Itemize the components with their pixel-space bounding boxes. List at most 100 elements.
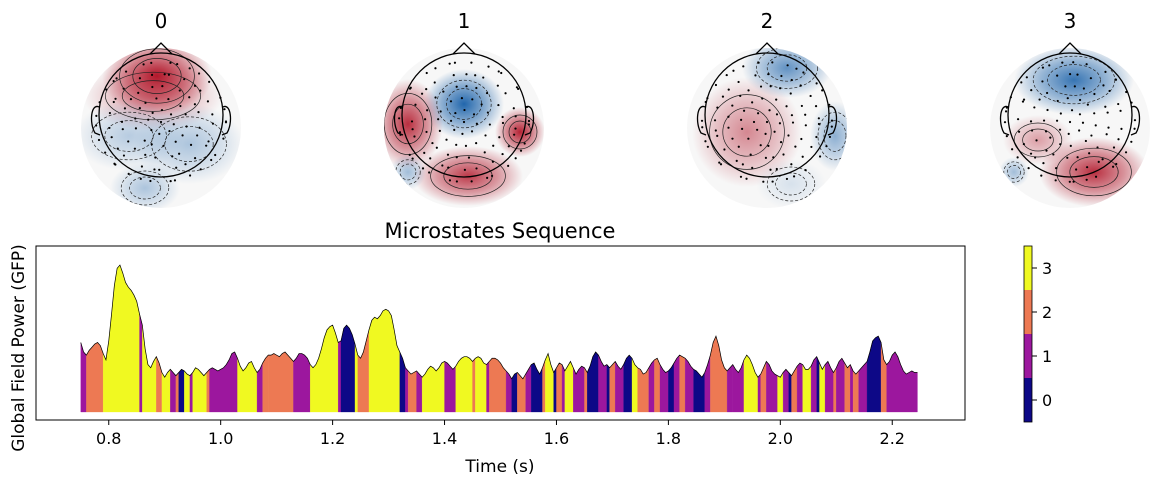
sensor-dot <box>1094 175 1098 178</box>
sensor-dot <box>761 97 764 100</box>
topomap-contour <box>1047 64 1101 96</box>
sensor-dot <box>1086 103 1089 106</box>
sensor-dot <box>1104 70 1107 73</box>
colorbar: 0 1 2 3 <box>1023 245 1052 423</box>
topomap-contour <box>1007 165 1021 179</box>
state-segment-39 <box>517 372 526 413</box>
state-segment-84 <box>833 367 837 413</box>
state-segment-75 <box>782 369 789 413</box>
topomap-lobe <box>756 159 826 208</box>
sensor-dot <box>425 88 428 91</box>
gfp-line <box>80 264 918 380</box>
sensor-dot <box>785 177 789 181</box>
sensor-dot <box>465 73 468 76</box>
sensor-dot <box>725 73 728 77</box>
sensor-dot <box>138 106 141 110</box>
sensor-dot <box>151 111 154 114</box>
state-segment-13 <box>206 368 210 413</box>
sensor-dot <box>1049 136 1052 139</box>
sensor-dot <box>181 134 184 137</box>
sensor-dot <box>224 120 228 123</box>
sensor-dot <box>497 70 500 73</box>
sensor-dot <box>512 107 515 110</box>
sensor-dot <box>507 145 510 148</box>
sensor-dot <box>1003 121 1007 124</box>
state-segment-63 <box>679 354 686 413</box>
sensor-dot <box>144 101 147 104</box>
sensor-dot <box>752 120 756 124</box>
sensor-dot <box>155 97 158 100</box>
state-segment-10 <box>184 370 191 413</box>
state-segment-85 <box>836 358 845 413</box>
sensor-dot <box>1044 130 1048 133</box>
state-segment-21 <box>338 340 342 413</box>
sensor-dot <box>463 108 466 112</box>
sensor-dot <box>483 151 486 154</box>
topomap-lobe <box>110 163 180 208</box>
sensor-dot <box>115 77 118 80</box>
state-segment-59 <box>654 358 661 413</box>
sensor-dot <box>791 121 795 124</box>
sensor-dot <box>804 169 807 172</box>
colorbar-ticks: 0 1 2 3 <box>1032 259 1052 410</box>
state-segment-3 <box>139 314 143 413</box>
sensor-dot <box>137 91 140 94</box>
state-segment-49 <box>584 367 588 413</box>
sensor-dot <box>517 87 520 90</box>
sensor-dot <box>801 155 804 158</box>
sensor-dot <box>154 156 157 159</box>
sensor-dot <box>1041 80 1044 83</box>
sensor-dot <box>147 118 150 121</box>
topomap-lobe <box>742 48 832 98</box>
sensor-dot <box>1016 118 1020 121</box>
sensor-dot <box>778 122 782 125</box>
state-segment-25 <box>368 309 400 413</box>
sensor-dot <box>523 142 526 145</box>
sensor-dot <box>828 135 832 139</box>
sensor-dot <box>759 144 762 147</box>
sensor-dot <box>830 119 834 122</box>
sensor-dot <box>757 61 760 64</box>
sensor-dot <box>188 174 192 177</box>
sensor-dot <box>1096 146 1099 149</box>
sensor-dot <box>1011 148 1014 151</box>
left-ear <box>999 105 1010 136</box>
sensor-dot <box>1111 165 1115 168</box>
sensor-dot <box>108 126 111 130</box>
state-segment-31 <box>444 361 456 413</box>
sensor-dot <box>123 107 127 110</box>
sensor-dot <box>1072 61 1075 64</box>
sensor-dot <box>122 154 126 157</box>
sensor-dot <box>1084 139 1087 143</box>
state-segment-76 <box>788 372 792 413</box>
sensor-dot <box>1072 180 1075 183</box>
sensor-dot <box>771 61 774 64</box>
sensor-dot <box>1061 61 1064 64</box>
state-segment-64 <box>685 357 694 413</box>
sensor-dot <box>184 113 187 116</box>
state-segment-1 <box>86 342 104 413</box>
head-outline <box>1007 52 1133 178</box>
sensor-dot <box>1125 90 1128 94</box>
sensor-dot <box>519 149 523 152</box>
state-segment-16 <box>256 362 263 413</box>
topomap-contour <box>1003 161 1025 183</box>
sensor-dot <box>1045 149 1048 152</box>
sensor-dot <box>167 97 170 101</box>
sensor-dot <box>1119 109 1122 112</box>
sensor-dot <box>719 163 723 166</box>
sensor-dot <box>455 85 458 88</box>
sensor-dot <box>199 89 202 92</box>
sensor-dot <box>735 159 738 163</box>
sensor-dot <box>727 88 730 91</box>
sensor-dot <box>1041 66 1045 69</box>
sensor-dot <box>426 109 429 112</box>
sensor-dot <box>1108 89 1111 93</box>
sensor-dot <box>140 165 144 168</box>
state-segment-45 <box>556 362 563 413</box>
sensor-dot <box>116 147 119 150</box>
sensor-dot <box>701 126 704 129</box>
state-segment-55 <box>623 354 633 413</box>
sensor-dot <box>756 128 759 131</box>
state-segment-24 <box>357 329 370 413</box>
